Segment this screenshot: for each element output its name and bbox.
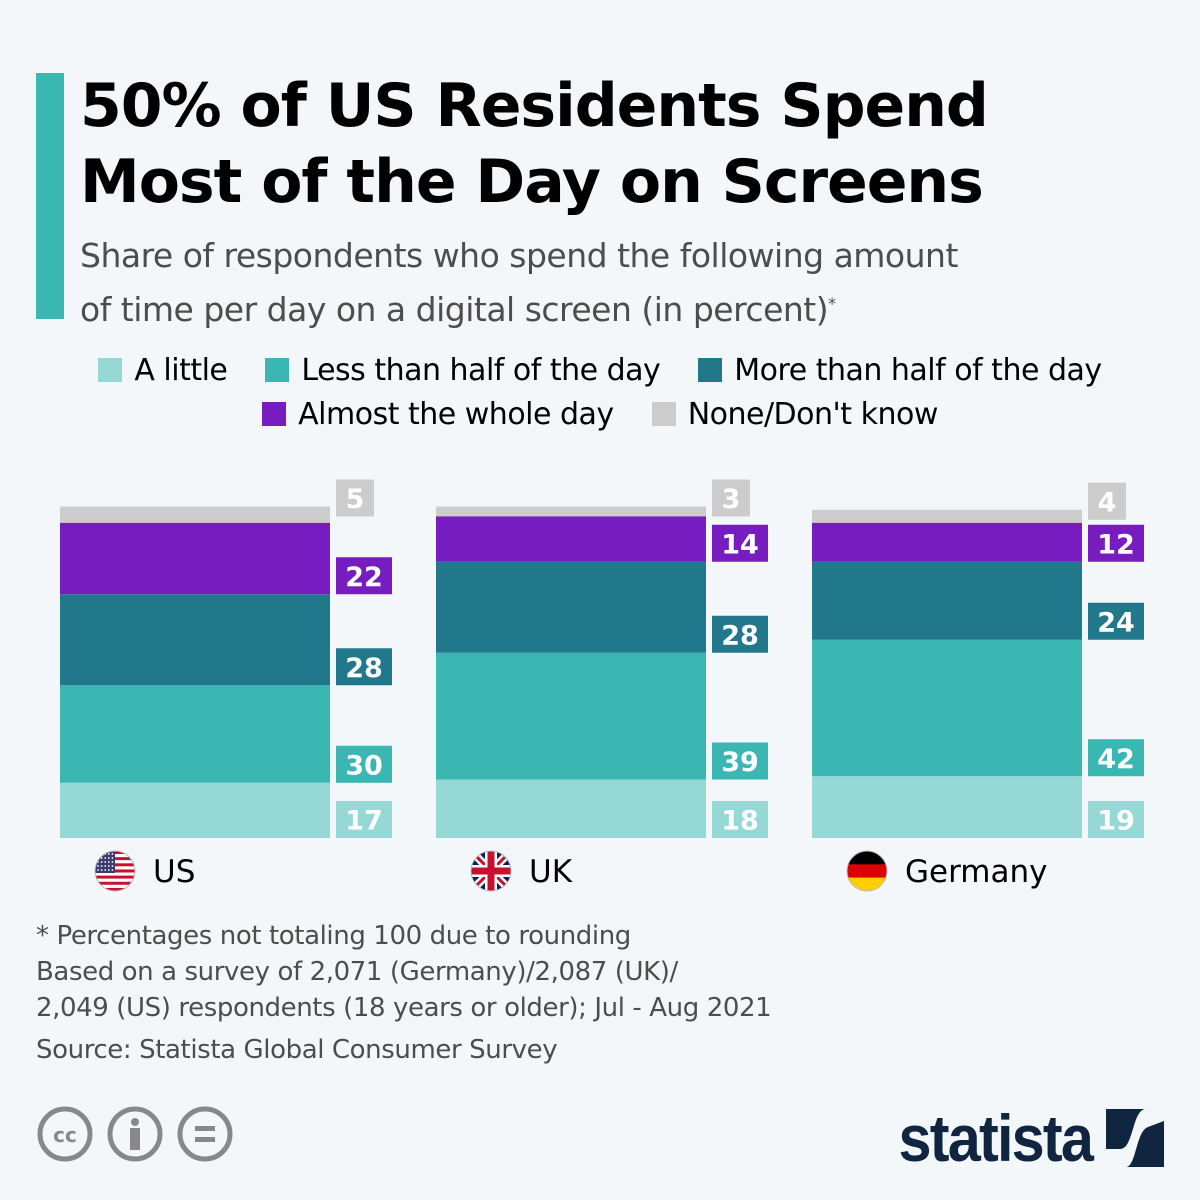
legend-label: A little [134,352,228,388]
data-label-box [712,524,768,562]
data-label: 3 [722,484,741,515]
data-label-box [1088,602,1144,640]
data-label-box [1088,482,1126,520]
data-label: 39 [721,747,759,778]
statista-wordmark: statista [898,1101,1093,1175]
subtitle-line-2-wrap: of time per day on a digital screen (in … [80,280,1180,334]
bar-segment [60,782,330,838]
bar-segment [812,639,1082,777]
data-label: 30 [345,750,383,781]
data-label: 18 [721,806,759,837]
stacked-bar-chart: 17 30 28 22 5 US 18 39 28 14 3 UK 19 42 24 12 4 Germany [60,479,1144,892]
subtitle-line-1: Share of respondents who spend the follo… [80,236,958,275]
bar-segment [812,561,1082,640]
bar-segment [60,594,330,686]
title-line-1: 50% of US Residents Spend [80,71,989,141]
bar-segment [812,509,1082,523]
data-label-box [1088,524,1144,562]
footnotes: * Percentages not totaling 100 due to ro… [36,918,772,1068]
data-label-box [712,742,768,780]
legend-label: More than half of the day [734,352,1102,388]
legend-item: None/Don't know [651,396,939,432]
legend-swatch [651,402,676,426]
legend-row: Almost the whole day None/Don't know [0,392,1200,436]
subtitle-line-2: of time per day on a digital screen (in … [80,290,829,329]
legend-row: A little Less than half of the day More th… [0,348,1200,392]
legend-label: Almost the whole day [298,396,614,432]
data-label-box [336,801,392,838]
data-label: 22 [345,562,383,593]
uk-flag-icon [470,850,512,892]
category-label: UK [529,854,573,890]
data-label-box [336,479,374,517]
svg-text:cc: cc [53,1123,77,1147]
survey-note-line-2: 2,049 (US) respondents (18 years or olde… [36,993,772,1023]
category-label: US [153,854,195,890]
chart-title: 50% of US Residents Spend Most of the Da… [80,68,1180,220]
title-line-2: Most of the Day on Screens [80,147,984,217]
data-label: 14 [721,529,759,560]
bar-segment [60,522,330,595]
creative-commons-icon[interactable]: cc [36,1105,94,1163]
source-note: Source: Statista Global Consumer Survey [36,1035,558,1065]
attribution-icon[interactable] [106,1105,164,1163]
data-label-box [336,557,392,595]
chart-subtitle: Share of respondents who spend the follo… [80,232,1180,334]
legend-item: Almost the whole day [262,397,614,432]
data-label-box [712,479,750,517]
license-icons: cc [36,1105,234,1163]
data-label-box [336,745,392,783]
legend-item: A little [98,352,228,388]
footnote-marker: * [828,294,836,313]
legend-item: Less than half of the day [265,352,661,388]
legend-swatch [98,358,123,382]
statista-logo-icon [1106,1109,1164,1167]
survey-note-line-1: Based on a survey of 2,071 (Germany)/2,0… [36,957,678,987]
bar-segment [436,561,706,653]
bar-segment [60,506,330,523]
data-label: 17 [345,806,383,837]
us-flag-icon [94,850,136,892]
category-label: Germany [905,854,1047,890]
legend-label: Less than half of the day [301,352,661,388]
data-label: 5 [346,484,365,515]
bar-segment [436,652,706,780]
data-label-box [1088,739,1144,777]
data-label: 28 [721,620,759,651]
statista-logo[interactable]: statista [877,1100,1164,1176]
data-label: 24 [1097,607,1135,638]
legend-swatch [262,402,287,426]
bar-segment [436,516,706,562]
legend-item: More than half of the day [698,352,1102,388]
data-label: 42 [1097,744,1135,775]
legend-label: None/Don't know [687,396,939,432]
legend-swatch [698,358,723,382]
data-label-box [712,801,768,838]
data-label: 19 [1097,806,1135,837]
bar-segment [436,779,706,838]
data-label: 12 [1097,529,1135,560]
data-label-box [336,648,392,686]
no-derivatives-icon[interactable] [176,1105,234,1163]
legend-swatch [265,358,290,382]
bar-segment [60,685,330,783]
germany-flag-icon [846,850,888,892]
bar-segment [812,776,1082,838]
data-label: 28 [345,653,383,684]
bar-segment [812,522,1082,562]
title-accent-bar [36,73,64,319]
rounding-note: * Percentages not totaling 100 due to ro… [36,921,631,951]
data-label-box [712,615,768,653]
data-label-box [1088,801,1144,838]
data-label: 4 [1098,487,1117,518]
legend: A little Less than half of the day More th… [0,348,1200,436]
bar-segment [436,506,706,517]
